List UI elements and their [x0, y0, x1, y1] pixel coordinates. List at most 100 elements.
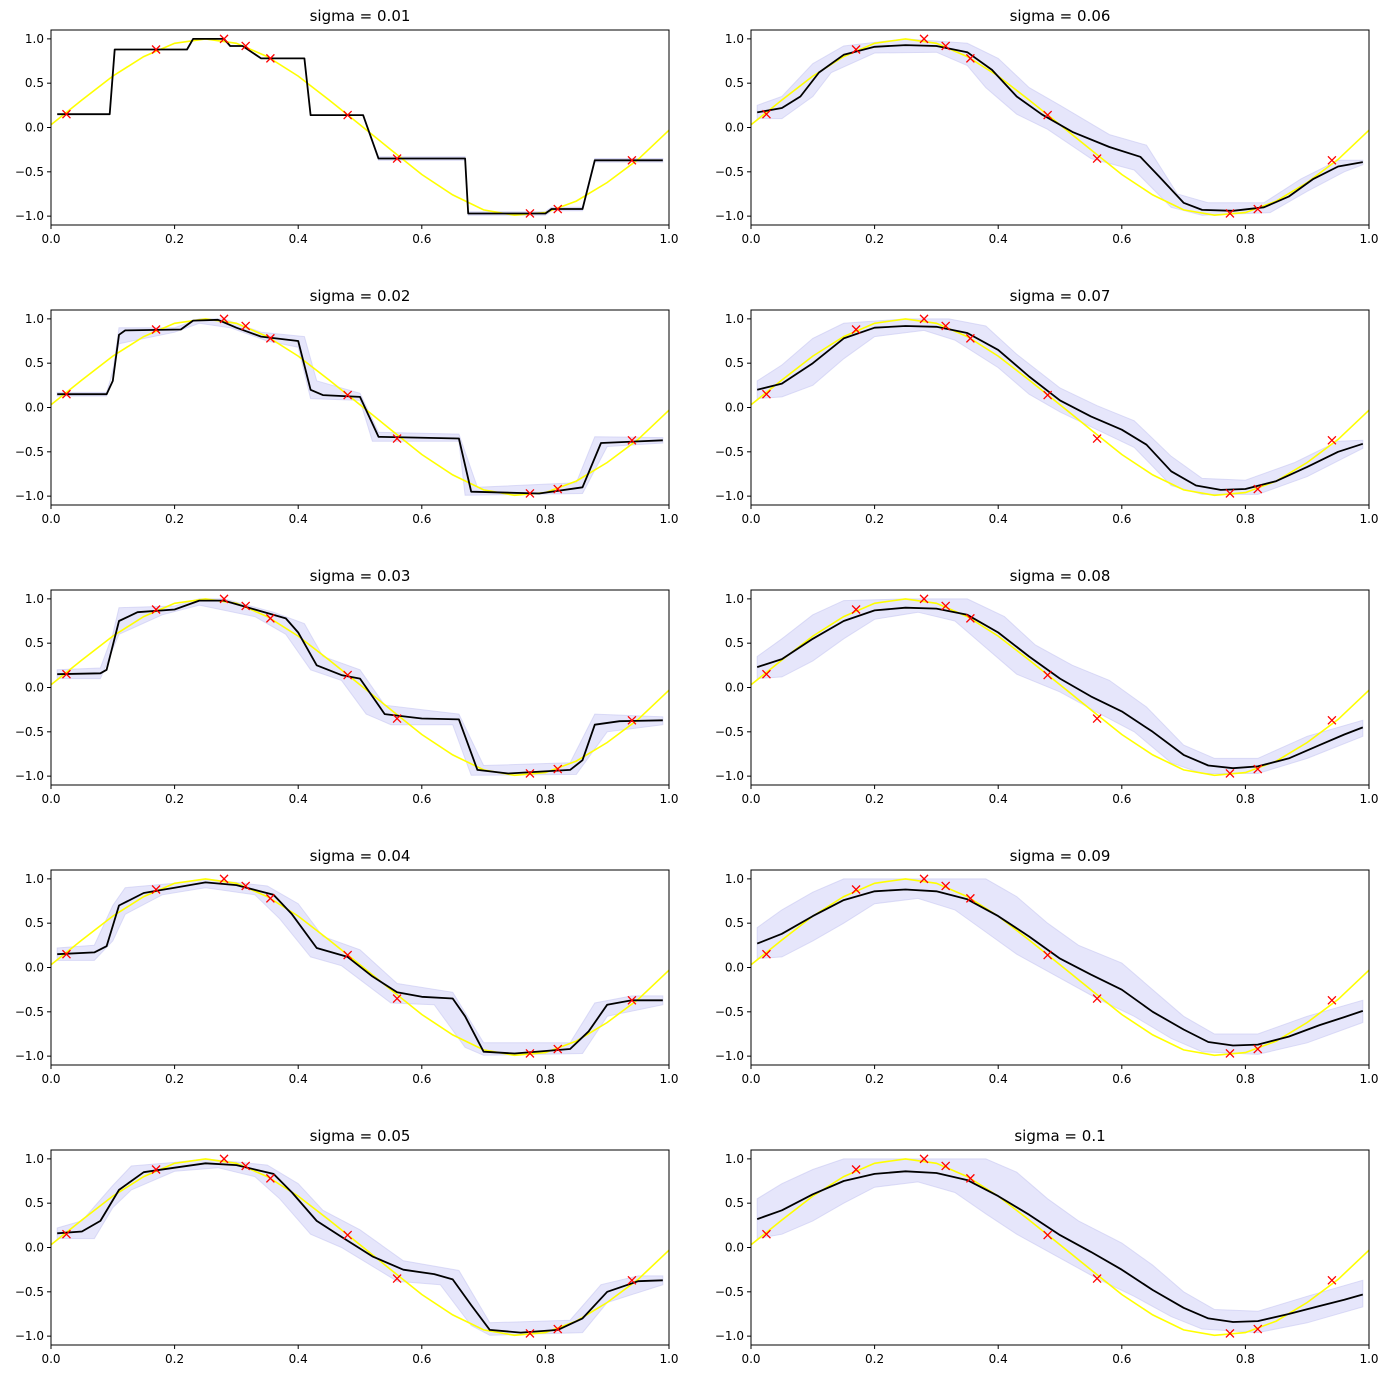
x-tick-label: 0.4	[289, 232, 308, 246]
observation-marker	[851, 605, 861, 614]
x-tick-label: 0.0	[41, 512, 60, 526]
y-tick-label: 0.5	[25, 636, 44, 650]
y-tick-label: −0.5	[715, 1005, 744, 1019]
x-tick-label: 1.0	[659, 792, 678, 806]
observation-marker	[219, 314, 229, 324]
x-tick-label: 0.2	[165, 1072, 184, 1086]
observation-marker	[343, 950, 353, 960]
uncertainty-band	[57, 38, 664, 216]
observation-marker	[1327, 995, 1337, 1005]
predicted-mean-line	[756, 606, 1364, 770]
subplot-panel: sigma = 0.03 0.0 0.2 0.4 0.6 0.8 1.0 1.0 0.5 0.0 −…	[15, 567, 679, 806]
observation-marker	[919, 1154, 929, 1164]
panel-title: sigma = 0.08	[1010, 567, 1111, 585]
panel-title: sigma = 0.1	[1014, 1127, 1105, 1145]
observation-marker	[1225, 1049, 1235, 1058]
x-tick-label: 0.2	[865, 792, 884, 806]
x-tick-label: 0.8	[1236, 1352, 1255, 1366]
plot-area	[51, 598, 669, 777]
x-tick-label: 0.8	[536, 792, 555, 806]
observation-marker	[392, 1274, 402, 1283]
observation-marker	[219, 1154, 229, 1164]
observation-marker	[1253, 204, 1263, 214]
plot-area	[51, 1158, 669, 1337]
observation-marker	[1253, 764, 1263, 774]
observation-marker	[265, 333, 275, 343]
plot-area	[751, 598, 1369, 777]
observation-marker	[1225, 1329, 1235, 1338]
y-tick-label: −0.5	[15, 1285, 44, 1299]
y-tick-label: 0.5	[25, 916, 44, 930]
subplot-panel: sigma = 0.01 0.0 0.2 0.4 0.6 0.8 1.0 1.0 0.5 0.0 −…	[15, 7, 679, 246]
observation-marker	[392, 434, 402, 443]
observation-marker	[965, 613, 975, 623]
observation-marker	[151, 325, 161, 334]
observation-marker	[919, 314, 929, 324]
observation-marker	[1327, 435, 1337, 445]
observation-marker	[525, 489, 535, 498]
observation-marker	[553, 484, 563, 494]
observation-marker	[627, 435, 637, 445]
axes-frame	[50, 309, 670, 506]
y-tick-label: 0.5	[725, 636, 744, 650]
x-tick-label: 0.2	[165, 512, 184, 526]
x-tick-label: 0.8	[536, 512, 555, 526]
observation-marker	[627, 715, 637, 725]
observation-marker	[1043, 1230, 1053, 1240]
x-tick-label: 0.6	[412, 512, 431, 526]
x-tick-label: 0.4	[989, 1072, 1008, 1086]
observation-marker	[1253, 1324, 1263, 1334]
observation-marker	[61, 109, 71, 119]
y-tick-label: −1.0	[715, 209, 744, 223]
subplot-panel: sigma = 0.05 0.0 0.2 0.4 0.6 0.8 1.0 1.0 0.5 0.0 −…	[15, 1127, 679, 1366]
predicted-mean-line	[756, 888, 1364, 1047]
observation-marker	[241, 881, 251, 891]
observation-marker	[61, 669, 71, 679]
observation-marker	[941, 1161, 951, 1171]
x-tick-label: 0.4	[989, 792, 1008, 806]
x-tick-label: 0.8	[1236, 792, 1255, 806]
x-tick-label: 0.2	[165, 232, 184, 246]
y-tick-label: 0.5	[25, 76, 44, 90]
x-tick-label: 0.8	[1236, 1072, 1255, 1086]
observation-marker	[851, 45, 861, 54]
observation-marker	[61, 949, 71, 959]
x-tick-label: 1.0	[1359, 512, 1378, 526]
panel-title: sigma = 0.01	[310, 7, 411, 25]
x-tick-label: 0.4	[289, 1072, 308, 1086]
observation-marker	[265, 1173, 275, 1183]
predicted-mean-line	[57, 599, 663, 775]
x-tick-label: 0.2	[165, 792, 184, 806]
y-tick-label: −1.0	[15, 209, 44, 223]
plot-area	[51, 318, 669, 497]
x-tick-label: 0.6	[1112, 232, 1131, 246]
y-tick-label: −1.0	[715, 489, 744, 503]
x-tick-label: 1.0	[1359, 1352, 1378, 1366]
subplot-panel: sigma = 0.02 0.0 0.2 0.4 0.6 0.8 1.0 1.0 0.5 0.0 −…	[15, 287, 679, 526]
panel-title: sigma = 0.06	[1010, 7, 1111, 25]
observation-marker	[219, 874, 229, 884]
observation-marker	[61, 389, 71, 399]
x-tick-label: 0.2	[865, 512, 884, 526]
x-tick-label: 0.0	[41, 1072, 60, 1086]
observation-marker	[941, 601, 951, 611]
uncertainty-band	[756, 598, 1364, 774]
x-tick-label: 0.8	[1236, 232, 1255, 246]
x-tick-label: 0.2	[865, 1072, 884, 1086]
x-tick-label: 1.0	[1359, 1072, 1378, 1086]
observation-marker	[61, 1229, 71, 1239]
observation-marker	[265, 53, 275, 63]
true-function-line	[51, 318, 669, 497]
panel-title: sigma = 0.04	[310, 847, 411, 865]
y-tick-label: −1.0	[15, 489, 44, 503]
y-tick-label: 0.0	[25, 961, 44, 975]
observation-marker	[919, 874, 929, 884]
y-tick-label: 1.0	[725, 32, 744, 46]
observation-marker	[219, 594, 229, 604]
uncertainty-band	[756, 38, 1364, 216]
observation-marker	[965, 333, 975, 343]
y-tick-label: −1.0	[15, 769, 44, 783]
observation-marker	[1225, 209, 1235, 218]
observation-marker	[525, 1329, 535, 1338]
